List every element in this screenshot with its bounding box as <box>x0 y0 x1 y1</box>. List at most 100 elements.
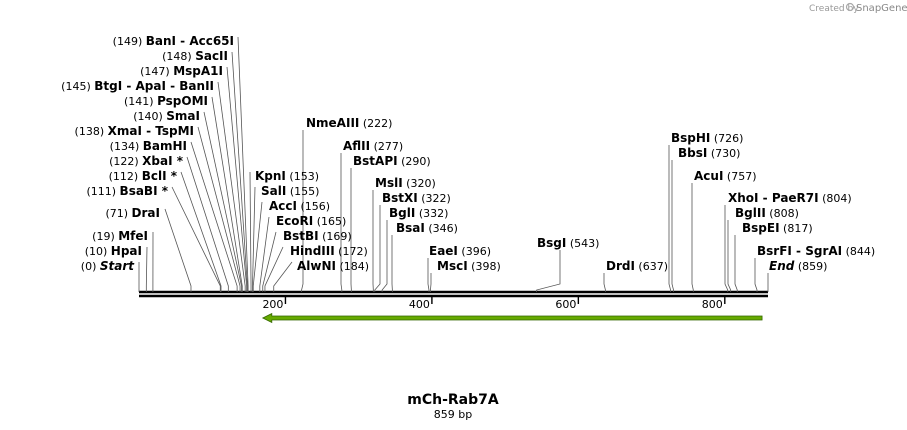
site-smai-position: (140) <box>133 110 166 123</box>
site-msli-label[interactable]: MslI (320) <box>375 176 436 190</box>
site-bstapi-label[interactable]: BstAPI (290) <box>353 154 431 168</box>
site-mfei-name: MfeI <box>118 229 148 243</box>
site-nmeaiii-leader <box>301 130 304 292</box>
site-bsphi-position: (726) <box>710 132 743 145</box>
site-bsrfi-sgrai-leader <box>754 258 758 292</box>
site-hindiii-label[interactable]: HindIII (172) <box>290 244 368 258</box>
site-nmeaiii-name: NmeAIII <box>306 116 359 130</box>
site-kpni-position: (153) <box>286 170 319 183</box>
site-bsgi-position: (543) <box>566 237 599 250</box>
site-xbai-position: (122) <box>109 155 142 168</box>
site-drdi-position: (637) <box>635 260 668 273</box>
site-bcli-label[interactable]: (112) BclI * <box>109 169 178 183</box>
site-msli-position: (320) <box>403 177 436 190</box>
site-pspomi-label[interactable]: (141) PspOMI <box>124 94 208 108</box>
site-bcli-leader <box>180 171 222 292</box>
site-bsai-label[interactable]: BsaI (346) <box>396 221 458 235</box>
site-pspomi-leader <box>211 96 243 292</box>
site-ecori-leader <box>259 216 270 292</box>
site-bbsi-label[interactable]: BbsI (730) <box>678 146 740 160</box>
site-xmai-tspmi-name: XmaI - TspMI <box>108 124 194 138</box>
site-drai-position: (71) <box>105 207 131 220</box>
site-bsrfi-sgrai-name: BsrFI - SgrAI <box>757 244 842 258</box>
site-bbsi-name: BbsI <box>678 146 707 160</box>
site-drai-label[interactable]: (71) DraI <box>105 206 160 220</box>
site-bsai-name: BsaI <box>396 221 425 235</box>
site-hpai-name: HpaI <box>111 244 142 258</box>
snapgene-icon <box>845 2 855 12</box>
feature-arrow-shape[interactable] <box>261 312 763 324</box>
site-bspei-label[interactable]: BspEI (817) <box>742 221 813 235</box>
site-ecori-label[interactable]: EcoRI (165) <box>276 214 346 228</box>
site-mspa1i-label[interactable]: (147) MspA1I <box>140 64 223 78</box>
site-bani-acc65i-position: (149) <box>113 35 146 48</box>
site-bgli-name: BglI <box>389 206 415 220</box>
site-bsphi-label[interactable]: BspHI (726) <box>671 131 743 145</box>
site-bani-acc65i-label[interactable]: (149) BanI - Acc65I <box>113 34 234 48</box>
site-btgi-apai-banii-name: BtgI - ApaI - BanII <box>94 79 214 93</box>
site-acci-position: (156) <box>297 200 330 213</box>
site-aflii-name: AflII <box>343 139 370 153</box>
site-smai-label[interactable]: (140) SmaI <box>133 109 200 123</box>
site-bsabi-label[interactable]: (111) BsaBI * <box>86 184 168 198</box>
site-msci-leader <box>430 273 432 292</box>
site-start-label[interactable]: (0) Start <box>81 259 135 273</box>
site-bstbi-position: (169) <box>319 230 352 243</box>
site-bsrfi-sgrai-label[interactable]: BsrFI - SgrAI (844) <box>757 244 875 258</box>
site-bsgi-label[interactable]: BsgI (543) <box>537 236 599 250</box>
feature-arrow[interactable] <box>261 312 763 324</box>
site-nmeaiii-label[interactable]: NmeAIII (222) <box>306 116 392 130</box>
site-sacii-leader <box>231 51 248 292</box>
site-sacii-label[interactable]: (148) SacII <box>162 49 228 63</box>
site-mspa1i-name: MspA1I <box>173 64 223 78</box>
site-alwni-label[interactable]: AlwNI (184) <box>297 259 369 273</box>
site-bstbi-label[interactable]: BstBI (169) <box>283 229 352 243</box>
site-bstapi-position: (290) <box>398 155 431 168</box>
site-msci-name: MscI <box>437 259 468 273</box>
site-kpni-label[interactable]: KpnI (153) <box>255 169 319 183</box>
site-hpai-leader <box>145 246 148 292</box>
site-xmai-tspmi-label[interactable]: (138) XmaI - TspMI <box>75 124 194 138</box>
site-xmai-tspmi-position: (138) <box>75 125 108 138</box>
site-bspei-name: BspEI <box>742 221 780 235</box>
site-bglii-leader <box>727 220 732 292</box>
site-bsgi-name: BsgI <box>537 236 566 250</box>
site-msci-label[interactable]: MscI (398) <box>437 259 501 273</box>
site-sali-label[interactable]: SalI (155) <box>261 184 319 198</box>
site-aflii-label[interactable]: AflII (277) <box>343 139 403 153</box>
site-btgi-apai-banii-label[interactable]: (145) BtgI - ApaI - BanII <box>61 79 214 93</box>
map-length: 859 bp <box>434 408 472 421</box>
site-pspomi-name: PspOMI <box>157 94 208 108</box>
site-hindiii-position: (172) <box>335 245 368 258</box>
site-xhoi-paer7i-label[interactable]: XhoI - PaeR7I (804) <box>728 191 852 205</box>
site-xbai-label[interactable]: (122) XbaI * <box>109 154 184 168</box>
site-acui-label[interactable]: AcuI (757) <box>694 169 757 183</box>
site-hpai-label[interactable]: (10) HpaI <box>85 244 142 258</box>
site-aflii-position: (277) <box>370 140 403 153</box>
site-bglii-label[interactable]: BglII (808) <box>735 206 799 220</box>
site-bstbi-leader <box>262 231 277 292</box>
site-end-label[interactable]: End (859) <box>769 259 827 273</box>
site-start-position: (0) <box>81 260 100 273</box>
site-acci-leader <box>252 201 263 292</box>
site-bspei-leader <box>734 235 738 292</box>
site-mfei-label[interactable]: (19) MfeI <box>92 229 148 243</box>
site-acci-label[interactable]: AccI (156) <box>269 199 330 213</box>
site-bamhi-name: BamHI <box>143 139 187 153</box>
site-sacii-name: SacII <box>195 49 228 63</box>
site-eaei-label[interactable]: EaeI (396) <box>429 244 491 258</box>
credit-text: Created by <box>809 4 859 14</box>
site-bgli-label[interactable]: BglI (332) <box>389 206 448 220</box>
site-bamhi-label[interactable]: (134) BamHI <box>110 139 187 153</box>
site-bgli-position: (332) <box>415 207 448 220</box>
site-sali-leader <box>252 186 256 292</box>
site-bstxi-label[interactable]: BstXI (322) <box>382 191 451 205</box>
site-xmai-tspmi-leader <box>197 126 241 292</box>
site-bamhi-leader <box>190 141 238 292</box>
site-bsabi-name: BsaBI * <box>120 184 169 198</box>
site-drdi-label[interactable]: DrdI (637) <box>606 259 668 273</box>
site-bani-acc65i-leader <box>237 36 249 292</box>
site-bstapi-name: BstAPI <box>353 154 398 168</box>
site-mfei-position: (19) <box>92 230 118 243</box>
